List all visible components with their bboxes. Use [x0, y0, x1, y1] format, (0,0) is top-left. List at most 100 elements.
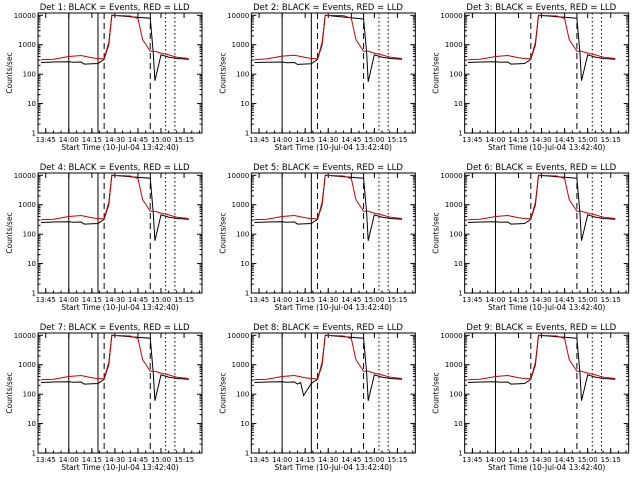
- detector-panel: Det 5: BLACK = Events, RED = LLD 1 10 100 10…: [218, 163, 416, 312]
- x-tick-label: 15:15: [174, 296, 194, 304]
- x-tick-label: 15:00: [364, 296, 384, 304]
- y-tick-label: 10000: [14, 332, 36, 340]
- x-tick-label: 15:15: [174, 136, 194, 144]
- panel-title: Det 3: BLACK = Events, RED = LLD: [466, 3, 616, 13]
- x-tick-label: 15:15: [601, 136, 621, 144]
- y-tick-label: 100: [23, 71, 36, 79]
- x-tick-label: 14:30: [531, 456, 551, 464]
- x-tick-label: 14:00: [59, 136, 79, 144]
- y-tick-label: 100: [236, 231, 249, 239]
- y-axis-label: Counts/sec: [218, 212, 227, 253]
- x-tick-label: 13:45: [462, 456, 482, 464]
- series-line-events: [41, 14, 189, 81]
- series-line-lld: [254, 334, 403, 381]
- y-tick-label: 1000: [18, 201, 36, 209]
- detector-panel: Det 7: BLACK = Events, RED = LLD 1 10 100 10…: [5, 323, 203, 472]
- y-tick-label: 10000: [227, 12, 249, 20]
- y-tick-label: 1: [245, 450, 249, 458]
- detector-panel: Det 2: BLACK = Events, RED = LLD 1 10 100 10…: [218, 3, 416, 152]
- series-line-events: [467, 334, 616, 401]
- series-line-lld: [41, 174, 189, 221]
- y-tick-label: 10000: [14, 12, 36, 20]
- y-tick-label: 1: [32, 450, 36, 458]
- x-axis-label: Start Time (10-Jul-04 13:42:40): [275, 303, 392, 312]
- x-tick-label: 14:30: [318, 136, 338, 144]
- series-line-events: [467, 174, 616, 241]
- x-tick-label: 14:45: [128, 136, 148, 144]
- y-tick-label: 10000: [440, 172, 462, 180]
- series-line-events: [41, 174, 189, 241]
- y-tick-label: 100: [449, 231, 462, 239]
- y-tick-label: 10: [240, 260, 249, 268]
- y-tick-label: 10: [27, 420, 36, 428]
- x-tick-label: 15:15: [387, 296, 407, 304]
- x-tick-label: 15:15: [601, 456, 621, 464]
- x-tick-label: 15:00: [151, 456, 171, 464]
- x-tick-label: 14:15: [508, 136, 528, 144]
- x-tick-label: 15:00: [578, 296, 598, 304]
- y-axis-label: Counts/sec: [5, 372, 14, 413]
- x-tick-label: 13:45: [249, 296, 269, 304]
- y-axis-label: Counts/sec: [432, 372, 441, 413]
- x-axis-label: Start Time (10-Jul-04 13:42:40): [61, 463, 178, 472]
- y-tick-label: 10000: [440, 332, 462, 340]
- x-tick-label: 14:15: [508, 456, 528, 464]
- series-line-events: [254, 174, 403, 241]
- x-tick-label: 14:30: [105, 296, 125, 304]
- x-tick-label: 14:00: [485, 296, 505, 304]
- y-tick-label: 10: [454, 420, 463, 428]
- y-tick-label: 10000: [14, 172, 36, 180]
- panel-title: Det 1: BLACK = Events, RED = LLD: [40, 3, 190, 13]
- detector-panel: Det 8: BLACK = Events, RED = LLD 1 10 100 10…: [218, 323, 416, 472]
- series-line-lld: [41, 334, 189, 381]
- y-axis-label: Counts/sec: [432, 212, 441, 253]
- x-tick-label: 14:45: [555, 456, 575, 464]
- x-tick-label: 13:45: [462, 136, 482, 144]
- x-tick-label: 14:15: [82, 136, 102, 144]
- x-tick-label: 14:00: [485, 456, 505, 464]
- y-tick-label: 1: [245, 290, 249, 298]
- x-tick-label: 14:15: [295, 296, 315, 304]
- y-tick-label: 1000: [232, 201, 250, 209]
- series-line-lld: [41, 14, 189, 61]
- plot-frame: [464, 332, 630, 454]
- x-tick-label: 14:30: [531, 136, 551, 144]
- x-tick-label: 15:00: [364, 136, 384, 144]
- y-tick-label: 100: [449, 391, 462, 399]
- y-tick-label: 100: [449, 71, 462, 79]
- y-tick-label: 100: [23, 231, 36, 239]
- x-tick-label: 14:00: [59, 456, 79, 464]
- x-tick-label: 14:30: [105, 456, 125, 464]
- x-tick-label: 14:00: [59, 296, 79, 304]
- y-axis-label: Counts/sec: [5, 212, 14, 253]
- y-tick-label: 1000: [445, 41, 463, 49]
- panel-title: Det 4: BLACK = Events, RED = LLD: [40, 163, 190, 173]
- plot-frame: [37, 12, 203, 134]
- y-tick-label: 10000: [227, 172, 249, 180]
- y-axis-label: Counts/sec: [218, 52, 227, 93]
- x-tick-label: 14:15: [508, 296, 528, 304]
- y-tick-label: 1000: [232, 41, 250, 49]
- x-tick-label: 14:30: [318, 456, 338, 464]
- y-axis-label: Counts/sec: [5, 52, 14, 93]
- x-tick-label: 15:15: [174, 456, 194, 464]
- x-tick-label: 15:00: [151, 296, 171, 304]
- x-tick-label: 14:00: [485, 136, 505, 144]
- series-line-lld: [467, 14, 616, 61]
- series-line-lld: [254, 14, 403, 61]
- panel-title: Det 7: BLACK = Events, RED = LLD: [40, 323, 190, 333]
- plot-frame: [37, 172, 203, 294]
- panel-title: Det 5: BLACK = Events, RED = LLD: [253, 163, 403, 173]
- y-tick-label: 10000: [440, 12, 462, 20]
- x-tick-label: 14:45: [555, 136, 575, 144]
- plot-frame: [250, 12, 416, 134]
- x-tick-label: 15:00: [364, 456, 384, 464]
- plot-frame: [250, 332, 416, 454]
- series-line-lld: [467, 174, 616, 221]
- x-tick-label: 14:30: [318, 296, 338, 304]
- x-tick-label: 15:00: [151, 136, 171, 144]
- x-tick-label: 14:00: [272, 296, 292, 304]
- x-tick-label: 14:15: [82, 296, 102, 304]
- series-line-events: [254, 334, 403, 401]
